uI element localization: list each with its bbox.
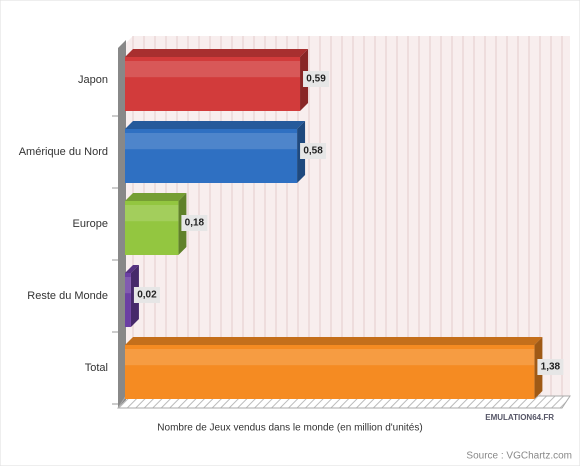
bar-front [125,201,179,255]
bar-top [125,49,309,57]
bar [125,49,309,111]
value-label: 0,59 [306,74,326,85]
y-tick-label: Europe [73,218,108,230]
bar-top [125,265,139,273]
value-label-bg [181,215,208,231]
left-wall [118,40,126,408]
y-tick-label: Reste du Monde [27,290,108,302]
bar-highlight [125,277,131,294]
bar-front [125,129,298,183]
bar-top [125,337,543,345]
value-label: 0,58 [303,146,323,157]
bar-highlight [125,349,535,366]
bar-highlight [125,133,298,150]
value-label-bg [303,71,330,87]
bar [125,337,543,399]
value-label-bg [133,287,160,303]
value-label: 1,38 [541,362,561,373]
bar [125,193,187,255]
bar-front [125,345,535,399]
watermark: EMULATION64.FR [485,413,554,422]
source: Source : VGChartz.com [466,451,572,462]
bar-top [125,193,187,201]
bar-front [125,273,131,327]
bar-highlight [125,61,301,78]
value-label-bg [537,359,564,375]
y-tick-label: Japon [78,74,108,86]
y-tick-label: Amérique du Nord [19,146,108,158]
value-label: 0,02 [137,290,157,301]
x-axis-label: Nombre de Jeux vendus dans le monde (en … [157,423,422,434]
y-tick-label: Total [85,362,108,374]
bar-top [125,121,306,129]
bar [125,121,306,183]
value-label: 0,18 [185,218,205,229]
bar-highlight [125,205,179,222]
value-label-bg [300,143,327,159]
bar-front [125,57,301,111]
